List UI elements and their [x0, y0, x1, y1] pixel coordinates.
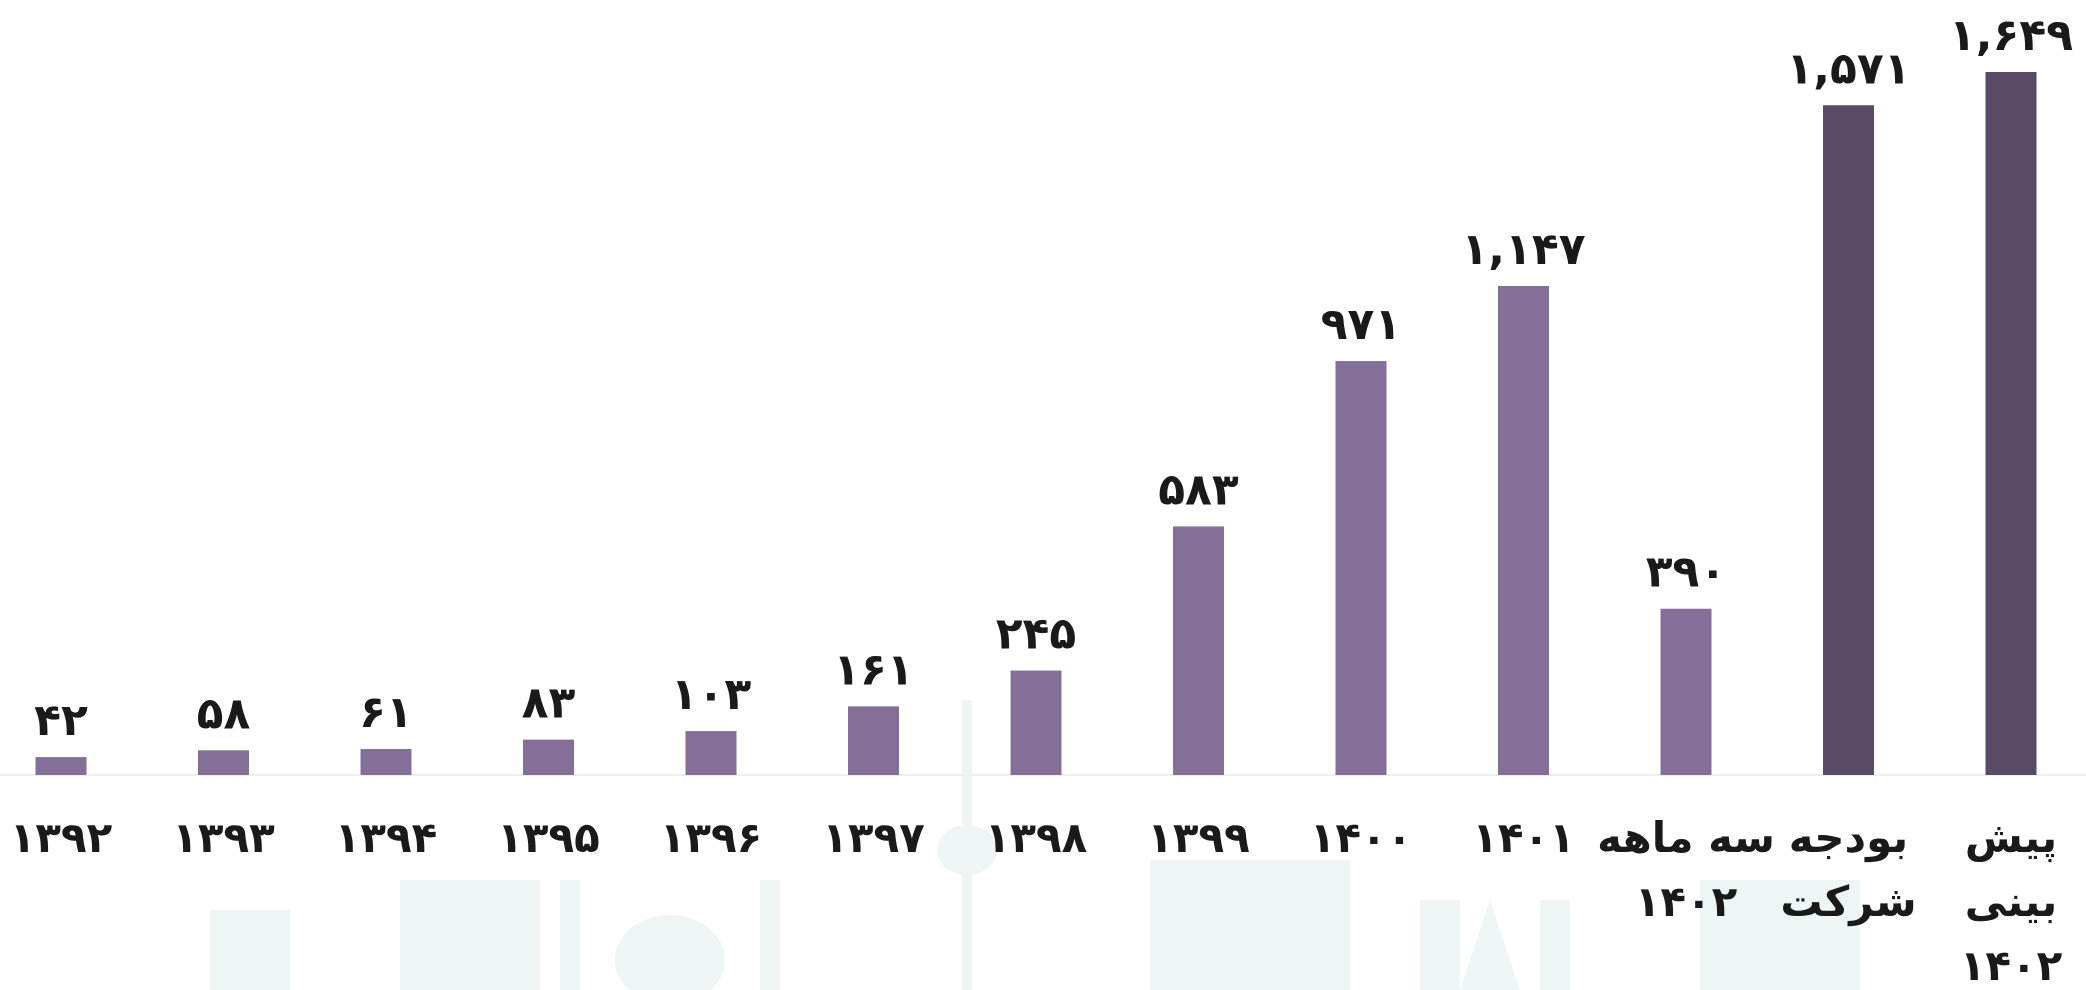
value-label: ۶۱	[359, 687, 413, 738]
bar	[1498, 286, 1549, 775]
skyline	[210, 700, 1860, 990]
bar	[1010, 670, 1062, 775]
bar	[1823, 105, 1874, 776]
bar	[523, 739, 574, 775]
bar	[848, 706, 899, 775]
bar	[1985, 72, 2037, 775]
x-tick-label: سه ماهه ۱۴۰۲	[1597, 813, 1775, 926]
x-tick-label: ۱۴۰۰	[1309, 813, 1413, 862]
x-tick-label: ۱۳۹۷	[822, 813, 925, 862]
x-tick-label: ۱۳۹۸	[984, 813, 1088, 862]
value-label: ۱,۵۷۱	[1786, 43, 1910, 94]
x-tick-label: ۱۴۰۱	[1472, 813, 1575, 862]
value-label: ۴۲	[34, 695, 88, 746]
value-label: ۱۰۳	[671, 669, 752, 720]
value-label: ۹۷۱	[1321, 299, 1402, 350]
bar	[198, 750, 249, 775]
value-label: ۵۸	[197, 688, 251, 739]
bar	[360, 748, 412, 775]
value-label: ۳۹۰	[1646, 547, 1727, 598]
bar	[1660, 608, 1712, 775]
value-label: ۱,۱۴۷	[1461, 224, 1585, 275]
x-tick-label: ۱۳۹۲	[9, 813, 113, 862]
x-tick-label: ۱۳۹۳	[172, 813, 275, 862]
value-label: ۲۴۵	[996, 609, 1077, 660]
value-label: ۱۶۱	[833, 644, 914, 695]
x-tick-label: ۱۳۹۶	[659, 813, 763, 862]
x-tick-label: بودجه شرکت	[1780, 813, 1917, 926]
x-tick-label: ۱۳۹۵	[497, 813, 600, 862]
x-tick-label: پیش بینی ۱۴۰۲	[1959, 813, 2063, 990]
bar	[1335, 361, 1387, 775]
bar	[685, 731, 737, 775]
x-tick-label: ۱۳۹۴	[334, 813, 438, 862]
value-label: ۸۳	[522, 678, 576, 729]
value-label: ۵۸۳	[1158, 464, 1239, 515]
value-label: ۱,۶۴۹	[1949, 10, 2073, 61]
bar	[1173, 526, 1224, 775]
x-tick-label: ۱۳۹۹	[1147, 813, 1250, 862]
bar	[35, 757, 87, 775]
